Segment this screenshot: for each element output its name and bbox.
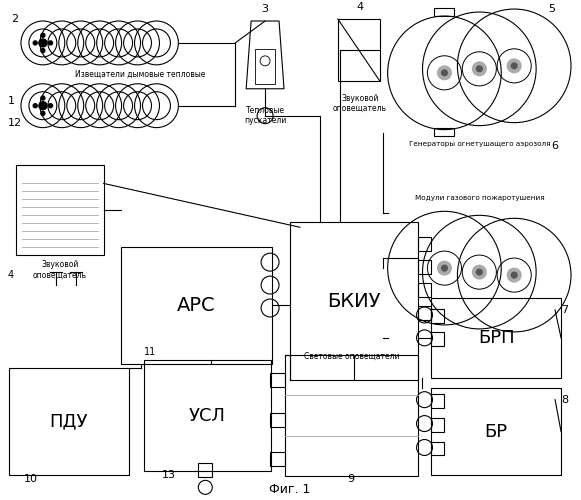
Text: 8: 8 [561,394,569,404]
Text: Звуковой
оповещатель: Звуковой оповещатель [333,94,387,113]
Circle shape [442,70,447,75]
Bar [338,19,379,81]
Bar [432,442,444,456]
Bar [432,309,444,323]
Text: 2: 2 [12,14,19,24]
Text: ПДУ: ПДУ [49,412,88,430]
Bar [270,373,285,386]
Bar [435,8,454,16]
Text: 3: 3 [261,4,268,14]
Bar [16,166,103,255]
Circle shape [511,63,517,68]
Bar [418,237,432,251]
Text: БРП: БРП [478,329,515,347]
Circle shape [507,268,521,282]
Circle shape [472,266,486,279]
Text: 6: 6 [551,140,558,150]
Circle shape [511,272,517,278]
Circle shape [49,104,52,108]
Bar [432,332,444,346]
Text: 1: 1 [8,96,15,106]
Bar [255,49,275,84]
Bar [432,298,561,378]
Circle shape [476,66,482,71]
Circle shape [476,270,482,275]
Bar [432,388,561,476]
Circle shape [49,41,52,45]
Bar [432,418,444,432]
Text: Звуковой
оповещатель: Звуковой оповещатель [33,260,87,280]
Circle shape [442,266,447,271]
Circle shape [39,102,47,110]
Text: УСЛ: УСЛ [189,406,226,424]
Bar [198,464,212,477]
Text: АРС: АРС [177,296,216,315]
Text: 11: 11 [144,347,157,357]
Circle shape [41,34,45,37]
Bar [418,260,432,274]
Bar [270,452,285,466]
Circle shape [41,96,45,100]
Text: 13: 13 [162,470,175,480]
Text: 4: 4 [356,2,363,12]
Circle shape [437,66,451,80]
Text: Генераторы огнетушащего аэрозоля: Генераторы огнетушащего аэрозоля [408,140,550,146]
Bar [121,247,272,364]
Circle shape [437,262,451,275]
Circle shape [41,112,45,116]
Text: Модули газового пожаротушения: Модули газового пожаротушения [414,196,544,202]
Circle shape [41,48,45,52]
Text: 4: 4 [8,270,14,280]
Text: 5: 5 [548,4,555,14]
Bar [435,128,454,136]
Text: 12: 12 [8,118,22,128]
Text: БР: БР [485,422,508,440]
Circle shape [33,104,37,108]
Bar [290,222,418,380]
Circle shape [507,59,521,72]
Text: 9: 9 [347,474,355,484]
Bar [9,368,128,476]
Bar [270,412,285,426]
Bar [418,283,432,297]
Circle shape [39,39,47,47]
Bar [432,394,444,407]
Text: 7: 7 [561,305,569,315]
Bar [418,306,432,320]
Bar [285,355,418,476]
Text: Тепловые
пускатели: Тепловые пускатели [244,106,286,125]
Text: Световые оповещатели: Световые оповещатели [303,352,399,361]
Text: Извещатели дымовые тепловые: Извещатели дымовые тепловые [76,70,206,78]
Bar [144,360,271,472]
Text: 10: 10 [24,474,38,484]
Text: БКИУ: БКИУ [327,292,381,310]
Circle shape [472,62,486,76]
Text: Фиг. 1: Фиг. 1 [270,483,311,496]
Circle shape [33,41,37,45]
